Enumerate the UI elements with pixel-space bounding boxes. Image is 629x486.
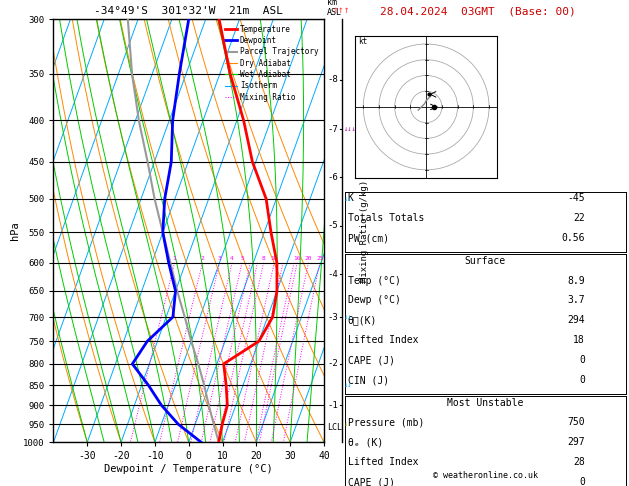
Text: ↓: ↓: [343, 421, 347, 427]
Text: 8.9: 8.9: [567, 276, 585, 286]
Text: Pressure (mb): Pressure (mb): [348, 417, 424, 428]
Text: ↑↑↑: ↑↑↑: [333, 4, 350, 15]
Text: 1: 1: [173, 256, 177, 261]
X-axis label: Dewpoint / Temperature (°C): Dewpoint / Temperature (°C): [104, 464, 273, 474]
Text: -1: -1: [327, 401, 338, 410]
Text: -7: -7: [327, 124, 338, 134]
Text: Dewp (°C): Dewp (°C): [348, 295, 401, 306]
Text: 297: 297: [567, 437, 585, 448]
Text: -8: -8: [327, 75, 338, 84]
Text: 10: 10: [270, 256, 278, 261]
Text: 294: 294: [567, 315, 585, 326]
Text: CAPE (J): CAPE (J): [348, 477, 395, 486]
Text: ↓↓: ↓↓: [343, 382, 352, 388]
Text: 20: 20: [304, 256, 312, 261]
Text: 0: 0: [579, 355, 585, 365]
Text: 4: 4: [230, 256, 234, 261]
Text: 18: 18: [573, 335, 585, 346]
Text: θₑ (K): θₑ (K): [348, 437, 383, 448]
Text: km
ASL: km ASL: [327, 0, 342, 17]
Text: Most Unstable: Most Unstable: [447, 398, 523, 408]
Text: 25: 25: [316, 256, 323, 261]
Text: -45: -45: [567, 193, 585, 204]
Text: ↓↓: ↓↓: [343, 196, 352, 202]
Text: ↓↓↓: ↓↓↓: [343, 126, 355, 132]
Text: 28: 28: [573, 457, 585, 468]
Text: PW (cm): PW (cm): [348, 233, 389, 243]
Text: 3.7: 3.7: [567, 295, 585, 306]
Text: kt: kt: [359, 37, 368, 46]
Text: -34°49'S  301°32'W  21m  ASL: -34°49'S 301°32'W 21m ASL: [94, 6, 283, 17]
Text: Totals Totals: Totals Totals: [348, 213, 424, 224]
Text: -2: -2: [327, 359, 338, 368]
Text: © weatheronline.co.uk: © weatheronline.co.uk: [433, 471, 538, 480]
Text: K: K: [348, 193, 353, 204]
Text: Mixing Ratio (g/kg): Mixing Ratio (g/kg): [360, 180, 369, 282]
Text: 0: 0: [579, 375, 585, 385]
Text: Surface: Surface: [465, 256, 506, 266]
Text: 2: 2: [201, 256, 204, 261]
Text: -3: -3: [327, 312, 338, 322]
Y-axis label: hPa: hPa: [10, 222, 20, 240]
Text: -4: -4: [327, 270, 338, 279]
Text: CIN (J): CIN (J): [348, 375, 389, 385]
Text: Lifted Index: Lifted Index: [348, 335, 418, 346]
Text: θᴄ(K): θᴄ(K): [348, 315, 377, 326]
Text: 16: 16: [294, 256, 301, 261]
Text: Lifted Index: Lifted Index: [348, 457, 418, 468]
Text: 750: 750: [567, 417, 585, 428]
Text: 0.56: 0.56: [562, 233, 585, 243]
Text: Temp (°C): Temp (°C): [348, 276, 401, 286]
Text: LCL: LCL: [327, 423, 342, 433]
Text: -6: -6: [327, 173, 338, 182]
Text: CAPE (J): CAPE (J): [348, 355, 395, 365]
Text: 22: 22: [573, 213, 585, 224]
Text: 28.04.2024  03GMT  (Base: 00): 28.04.2024 03GMT (Base: 00): [380, 6, 576, 17]
Text: 3: 3: [218, 256, 221, 261]
Text: ↓↓: ↓↓: [343, 314, 352, 320]
Legend: Temperature, Dewpoint, Parcel Trajectory, Dry Adiabat, Wet Adiabat, Isotherm, Mi: Temperature, Dewpoint, Parcel Trajectory…: [224, 23, 320, 103]
Text: 0: 0: [579, 477, 585, 486]
Text: -5: -5: [327, 221, 338, 230]
Text: 8: 8: [262, 256, 265, 261]
Text: 5: 5: [240, 256, 244, 261]
